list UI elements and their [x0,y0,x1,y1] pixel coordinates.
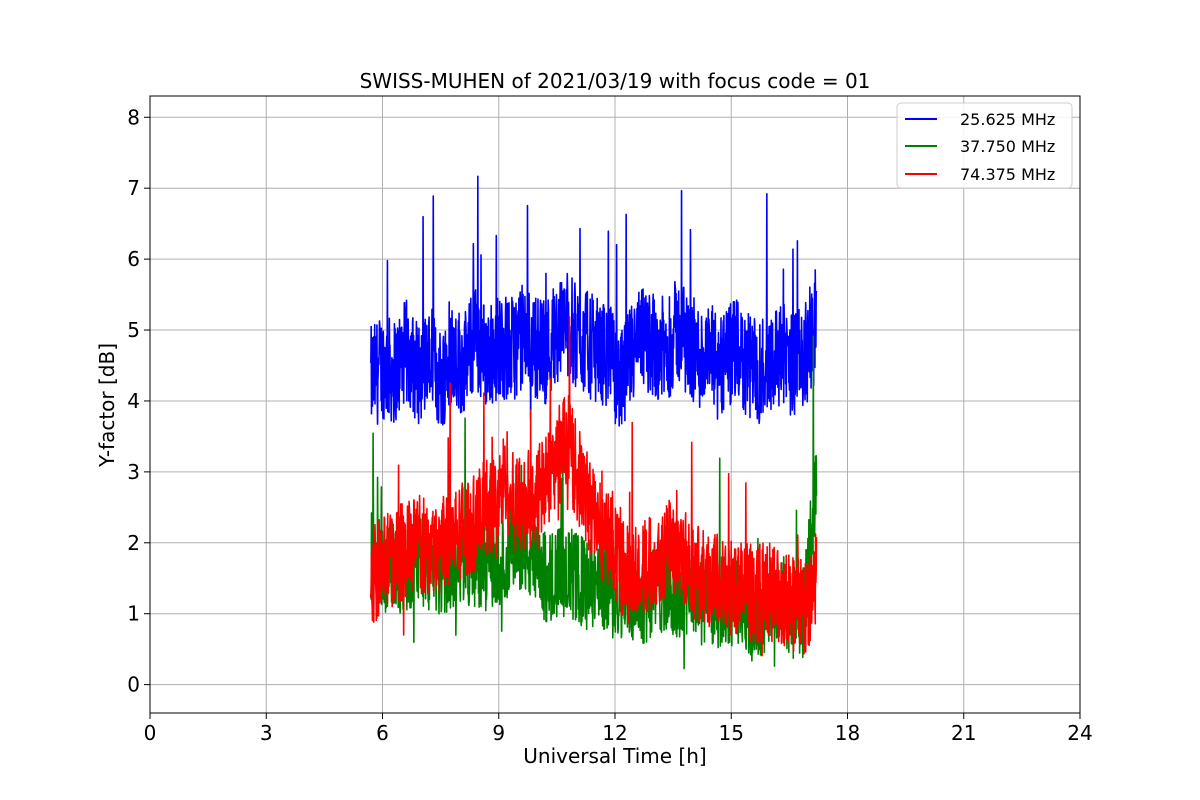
x-tick-label: 9 [492,721,505,745]
x-axis-ticks: 0 3 6 9 12 15 18 21 24 [144,713,1093,745]
x-tick-label: 15 [719,721,744,745]
legend-label-series-3: 74.375 MHz [960,165,1055,184]
y-tick-label: 5 [127,318,140,342]
y-tick-label: 4 [127,389,140,413]
x-tick-label: 6 [376,721,389,745]
x-tick-label: 0 [144,721,157,745]
x-tick-label: 12 [602,721,627,745]
x-tick-label: 3 [260,721,273,745]
chart-title: SWISS-MUHEN of 2021/03/19 with focus cod… [360,69,871,93]
x-tick-label: 18 [835,721,860,745]
y-axis-ticks: 0 1 2 3 4 5 6 7 8 [127,105,150,697]
series-line-3 [370,316,818,657]
y-tick-label: 7 [127,176,140,200]
x-axis-label: Universal Time [h] [523,744,706,768]
x-tick-label: 21 [951,721,976,745]
y-tick-label: 1 [127,602,140,626]
plot-area [370,175,818,670]
series-line-1 [370,175,818,427]
legend-label-series-2: 37.750 MHz [960,137,1055,156]
y-tick-label: 0 [127,673,140,697]
legend-box [896,102,1073,189]
x-tick-label: 24 [1067,721,1092,745]
y-tick-label: 2 [127,531,140,555]
y-tick-label: 6 [127,247,140,271]
legend-label-series-1: 25.625 MHz [960,110,1055,129]
y-tick-label: 8 [127,105,140,129]
y-tick-label: 3 [127,460,140,484]
y-axis-label: Y-factor [dB] [95,343,119,468]
legend: 25.625 MHz 37.750 MHz 74.375 MHz [896,102,1073,189]
